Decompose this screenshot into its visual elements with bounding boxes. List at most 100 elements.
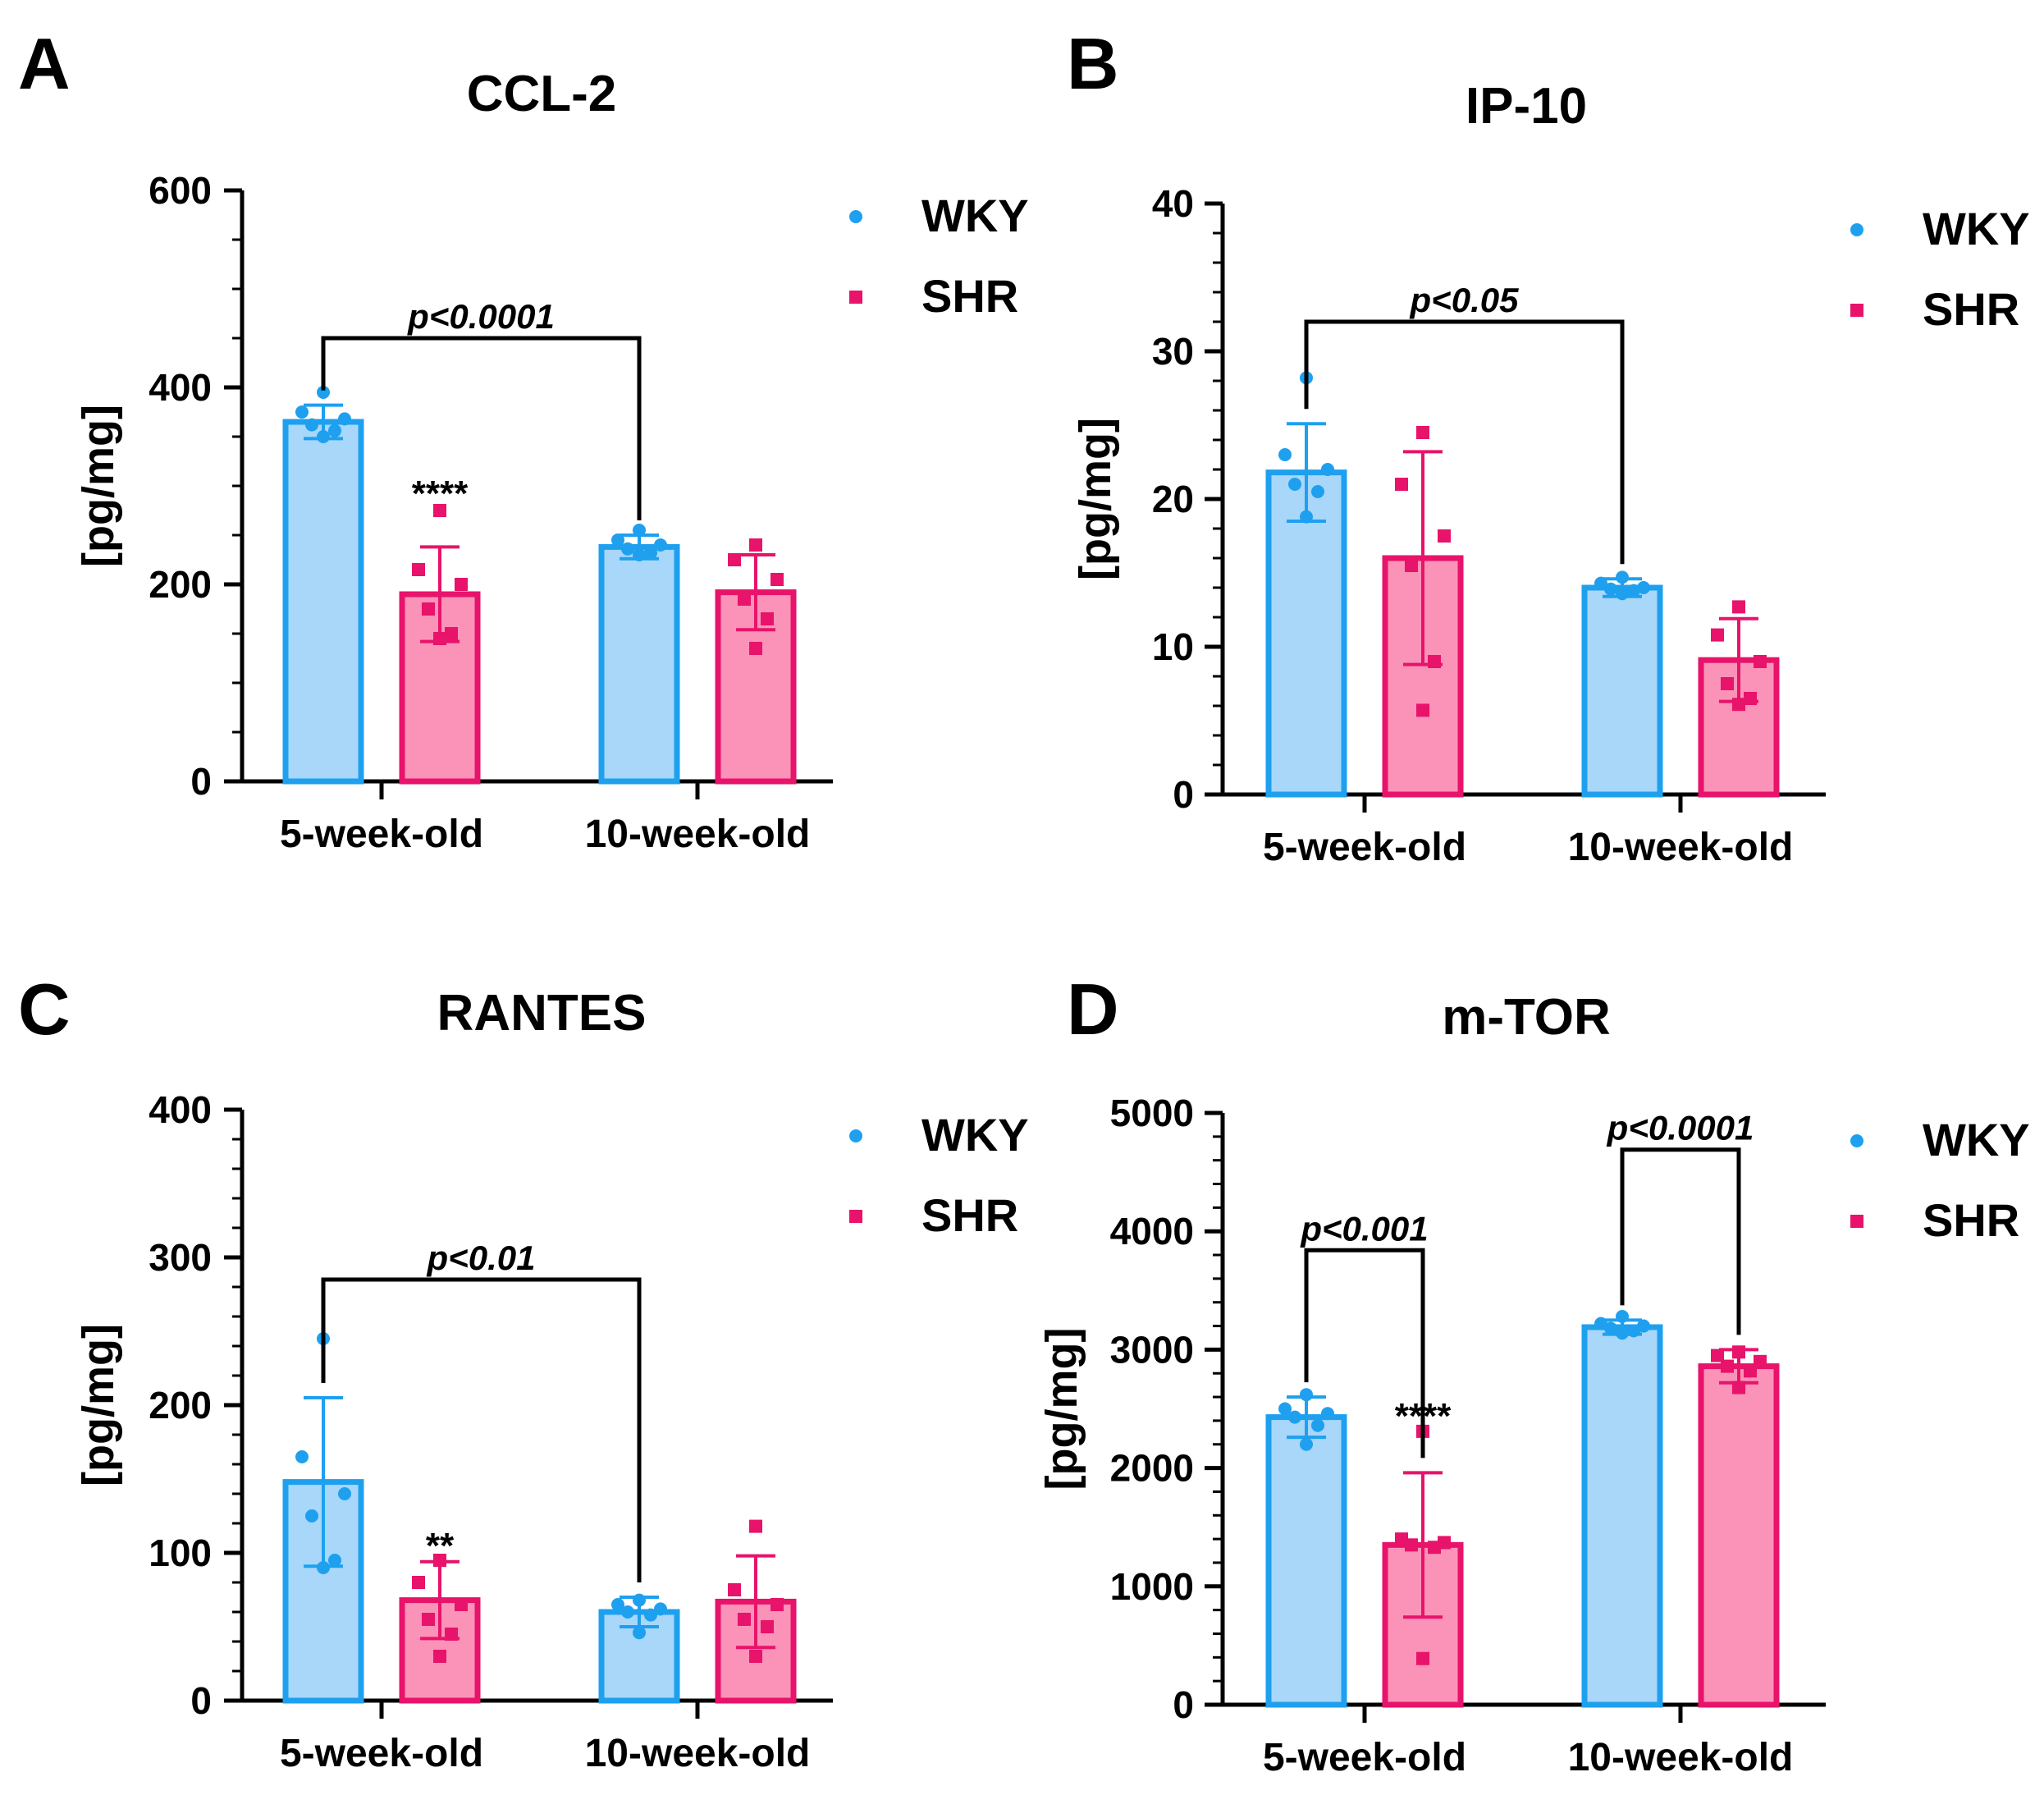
data-point-shr — [1428, 655, 1441, 668]
data-point-shr — [433, 632, 446, 645]
data-point-shr — [1754, 655, 1767, 668]
data-point-shr — [1711, 628, 1724, 642]
panel-a: A CCL-2 [pg/mg] 0 200 400 600 5-week-old 10-week… — [18, 23, 1029, 856]
y-tick-label: 2000 — [1110, 1447, 1194, 1490]
data-point-wky — [328, 1554, 341, 1567]
legend-label-wky: WKY — [1923, 1114, 2030, 1165]
data-point-shr — [412, 563, 425, 576]
y-tick-label: 40 — [1152, 182, 1194, 225]
x-tick-label: 5-week-old — [280, 813, 483, 856]
x-tick-label: 10-week-old — [1568, 826, 1794, 869]
data-point-shr — [1744, 692, 1757, 705]
panel-letter: C — [18, 968, 71, 1050]
legend: WKY SHR — [849, 190, 1029, 322]
y-tick-label: 600 — [149, 169, 212, 212]
data-point-wky — [1311, 485, 1324, 498]
data-point-shr — [761, 612, 774, 625]
legend-marker-shr — [1850, 1215, 1863, 1228]
data-point-shr — [1711, 1349, 1724, 1362]
y-axis-label: [pg/mg] — [74, 405, 123, 567]
data-point-shr — [749, 538, 762, 552]
data-point-wky — [1616, 1326, 1629, 1340]
panel-letter: A — [18, 23, 71, 104]
legend-marker-shr — [849, 291, 862, 304]
bar-wky — [1265, 1414, 1347, 1708]
data-point-shr — [1395, 478, 1408, 491]
panel-letter: D — [1067, 968, 1119, 1050]
significance-marker: **** — [412, 474, 469, 514]
data-point-wky — [295, 1450, 309, 1463]
data-point-wky — [633, 524, 646, 537]
y-tick-label: 200 — [149, 563, 212, 606]
y-tick-label: 20 — [1152, 478, 1194, 520]
data-point-wky — [1300, 1388, 1313, 1402]
legend-label-wky: WKY — [921, 190, 1029, 241]
chart-title: IP-10 — [1466, 78, 1587, 135]
data-point-wky — [1616, 1310, 1629, 1324]
y-tick-label: 0 — [190, 760, 212, 803]
x-tick-label: 10-week-old — [1568, 1736, 1794, 1779]
legend-label-shr: SHR — [921, 1189, 1018, 1241]
data-point-shr — [445, 627, 458, 640]
bar-wky — [598, 543, 680, 785]
data-point-shr — [433, 1554, 446, 1567]
legend-label-shr: SHR — [1923, 1194, 2019, 1246]
data-point-shr — [1732, 600, 1745, 614]
legend: WKY SHR — [1850, 1114, 2030, 1246]
data-point-wky — [1321, 1407, 1334, 1421]
data-point-wky — [305, 418, 318, 432]
data-point-shr — [455, 578, 468, 591]
legend-label-wky: WKY — [1923, 203, 2030, 254]
data-point-wky — [1288, 478, 1301, 491]
y-axis-label: [pg/mg] — [1071, 418, 1120, 580]
data-point-shr — [749, 1519, 762, 1533]
p-value-label: p<0.0001 — [407, 297, 555, 336]
data-point-wky — [1311, 1418, 1324, 1432]
data-point-shr — [1428, 1541, 1441, 1555]
chart-title: CCL-2 — [467, 66, 617, 122]
data-point-wky — [1616, 570, 1629, 584]
data-point-shr — [433, 1650, 446, 1663]
data-point-wky — [1594, 1316, 1607, 1330]
data-point-wky — [644, 546, 657, 560]
y-axis-label: [pg/mg] — [1037, 1328, 1086, 1490]
x-tick-label: 5-week-old — [280, 1732, 483, 1775]
data-point-shr — [1405, 559, 1418, 572]
y-axis-label: [pg/mg] — [74, 1324, 123, 1486]
legend-label-shr: SHR — [1923, 283, 2019, 335]
data-point-wky — [633, 1626, 646, 1640]
legend: WKY SHR — [849, 1109, 1029, 1241]
data-point-shr — [1744, 1364, 1757, 1378]
data-point-shr — [422, 602, 435, 616]
p-value-label: p<0.0001 — [1607, 1109, 1754, 1147]
legend-marker-shr — [849, 1210, 862, 1223]
data-point-wky — [1637, 1319, 1650, 1333]
data-point-shr — [761, 1620, 774, 1633]
data-point-wky — [317, 430, 330, 443]
p-value-label: p<0.01 — [427, 1239, 536, 1277]
data-point-wky — [1278, 448, 1292, 461]
y-tick-label: 5000 — [1110, 1092, 1194, 1134]
comparison-bracket — [1304, 319, 1625, 565]
legend-label-wky: WKY — [921, 1109, 1029, 1161]
data-point-wky — [1288, 1410, 1301, 1424]
data-point-shr — [738, 593, 751, 606]
y-tick-label: 100 — [149, 1532, 212, 1574]
data-point-shr — [1721, 1359, 1734, 1373]
data-point-shr — [1416, 1651, 1429, 1665]
data-point-wky — [1616, 587, 1629, 601]
data-point-wky — [338, 1487, 351, 1500]
y-tick-label: 400 — [149, 366, 212, 409]
p-value-label: p<0.05 — [1410, 281, 1520, 319]
bar-wky — [1581, 584, 1663, 798]
data-point-shr — [1405, 1538, 1418, 1552]
data-point-wky — [611, 533, 624, 547]
comparison-bracket — [321, 1277, 642, 1582]
data-point-wky — [633, 1593, 646, 1607]
comparison-bracket — [321, 336, 642, 520]
data-point-wky — [295, 405, 309, 419]
chart-title: RANTES — [437, 985, 647, 1042]
data-point-wky — [654, 1602, 667, 1616]
data-point-shr — [412, 1576, 425, 1589]
data-point-wky — [644, 1608, 657, 1622]
